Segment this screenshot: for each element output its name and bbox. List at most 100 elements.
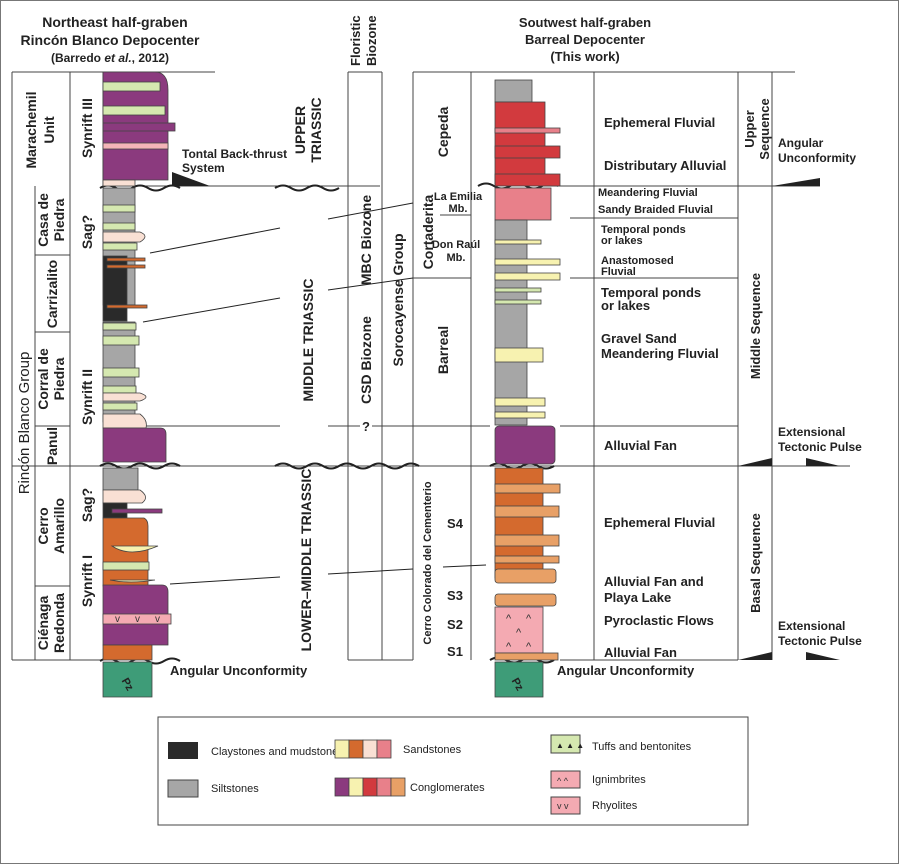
sandstone-orange-lens <box>106 264 146 269</box>
left-unit-labels: Marachemil Unit Rincón Blanco Group Casa… <box>16 91 95 652</box>
formation-casa-de-piedra-1: Casa de <box>35 193 51 247</box>
biozone-header-line2: Biozone <box>364 15 379 66</box>
env-ephemeral-fluvial-upper: Ephemeral Fluvial <box>604 115 715 130</box>
member-don-raul-1: Don Raúl <box>432 239 480 251</box>
rhyolite-bed <box>102 613 172 625</box>
left-lithology-column <box>102 71 176 698</box>
annotations: Tontal Back-thrust System Angular Unconf… <box>170 147 695 678</box>
conglomerate-red-bed <box>494 101 546 185</box>
legend-label-conglomerates: Conglomerates <box>410 782 485 794</box>
thrust-arrow-icon <box>772 178 820 186</box>
sequences: Upper Sequence Middle Sequence Basal Seq… <box>742 98 772 613</box>
tuff-bed <box>102 222 136 231</box>
pz-label-right: Pz <box>509 676 526 694</box>
formation-cienaga-redonda-2: Redonda <box>51 593 67 653</box>
legend-label-ignimbrites: Ignimbrites <box>592 774 646 786</box>
sandstone-pink-bed <box>102 142 169 150</box>
subunit-s3: S3 <box>447 588 463 603</box>
biozone-header-line1: Floristic <box>348 15 363 66</box>
extensional-label-2b: Tectonic Pulse <box>778 634 862 648</box>
tuff-bed <box>102 335 140 346</box>
angular-label-2: Unconformity <box>778 151 856 165</box>
env-alluvial-fan-playa-b: Playa Lake <box>604 590 671 605</box>
conglomerate-yellow-bed <box>494 397 546 407</box>
formation-corral-de-piedra-2: Piedra <box>51 357 67 400</box>
pz-label-left: Pz <box>119 676 136 694</box>
tectonic-events: Angular Unconformity Extensional Tectoni… <box>778 136 862 648</box>
legend-swatch-tuffs <box>550 734 581 754</box>
conglomerate-red-bed <box>494 145 561 159</box>
caret-glyph: ^ <box>506 641 512 653</box>
sandstone-orange-bed <box>102 644 153 661</box>
paleozoic-basement <box>494 661 544 698</box>
legend-swatch-sandstones <box>334 739 392 759</box>
conglomerate-red-bed <box>494 173 561 187</box>
conglomerate-yellow-bed <box>494 272 561 281</box>
env-alluvial-fan-basal: Alluvial Fan <box>604 645 677 660</box>
left-header-line1: Northeast half-graben <box>42 14 187 30</box>
sequence-upper-2: Sequence <box>757 98 772 159</box>
subunit-s4: S4 <box>447 516 464 531</box>
sandstone-cream-bed <box>102 179 136 187</box>
legend-swatch-siltstone <box>167 779 199 798</box>
tuff-bed <box>102 204 136 213</box>
tontal-label-2: System <box>182 161 225 175</box>
right-header-line2: Barreal Depocenter <box>525 32 645 47</box>
unconformity-mid-top <box>274 184 340 192</box>
sandstone-yellow-lens <box>110 545 159 553</box>
angular-label-1: Angular <box>778 136 824 150</box>
sandstone-pink-bed <box>494 127 561 134</box>
citation-authors: (Barredo <box>51 51 104 65</box>
env-temporal-ponds-1b: or lakes <box>601 235 643 247</box>
citation-etal: et al. <box>104 51 131 65</box>
phase-sag-upper: Sag? <box>79 215 95 249</box>
tuff-bed <box>494 287 542 293</box>
legend-label-rhyolites: Rhyolites <box>592 800 638 812</box>
sandstone-lens <box>102 392 147 402</box>
biozone-header: Floristic Biozone <box>348 15 379 66</box>
legend-label-sandstones: Sandstones <box>403 744 462 756</box>
formation-casa-de-piedra-2: Piedra <box>51 198 67 241</box>
subunits: S4 S3 S2 S1 <box>447 516 464 659</box>
conglomerate-purple-panul <box>102 427 167 463</box>
env-temporal-ponds-2b: or lakes <box>601 298 650 313</box>
env-meandering-fluvial: Meandering Fluvial <box>598 187 698 199</box>
conglomerate-tan-bed <box>494 555 560 564</box>
unconformity-left-top <box>99 184 181 192</box>
member-don-raul-2: Mb. <box>447 252 466 264</box>
v-glyph: v <box>135 614 140 625</box>
marachemil-label-1: Marachemil <box>23 91 39 168</box>
table-grid <box>11 71 850 661</box>
left-header-citation: (Barredo et al., 2012) <box>51 51 169 65</box>
unconformity-left-mid <box>99 462 181 470</box>
subunit-s2: S2 <box>447 617 463 632</box>
caret-glyph: ^ ^ <box>557 776 569 786</box>
right-header-line3: (This work) <box>550 49 619 64</box>
right-unit-labels: MBC Biozone CSD Biozone Sorocayense Grou… <box>358 107 451 645</box>
age-upper: UPPER <box>292 106 308 154</box>
right-header-line1: Soutwest half-graben <box>519 15 651 30</box>
formation-cepeda: Cepeda <box>435 107 451 158</box>
depositional-environments: Ephemeral Fluvial Distributary Alluvial … <box>598 115 726 660</box>
left-header: Northeast half-graben Rincón Blanco Depo… <box>21 14 200 65</box>
formation-cerro-amarillo-1: Cerro <box>35 507 51 544</box>
tectonic-arrows <box>738 178 840 660</box>
formation-cerro-amarillo-2: Amarillo <box>51 498 67 554</box>
citation-year: , 2012) <box>132 51 169 65</box>
marachemil-label-2: Unit <box>41 116 57 144</box>
siltstone-bed <box>494 219 528 426</box>
tuff-bed <box>102 385 137 394</box>
sandstone-orange-lens <box>106 304 148 309</box>
env-ephemeral-fluvial-basal: Ephemeral Fluvial <box>604 515 715 530</box>
env-anastomosed-a: Anastomosed <box>601 255 674 267</box>
conglomerate-lens <box>111 508 163 514</box>
sandstone-bed <box>102 489 146 504</box>
phase-synrift-i: Synrift I <box>79 555 95 607</box>
sorocayense-group-label: Sorocayense Group <box>390 233 406 366</box>
conglomerate-tan-bed <box>494 593 557 607</box>
extension-arrow-left-icon <box>738 652 772 660</box>
question-mark: ? <box>362 419 370 434</box>
tuff-bed <box>102 561 150 571</box>
ignimbrite-symbols: ^ ^ ^ ^ ^ <box>506 613 532 653</box>
